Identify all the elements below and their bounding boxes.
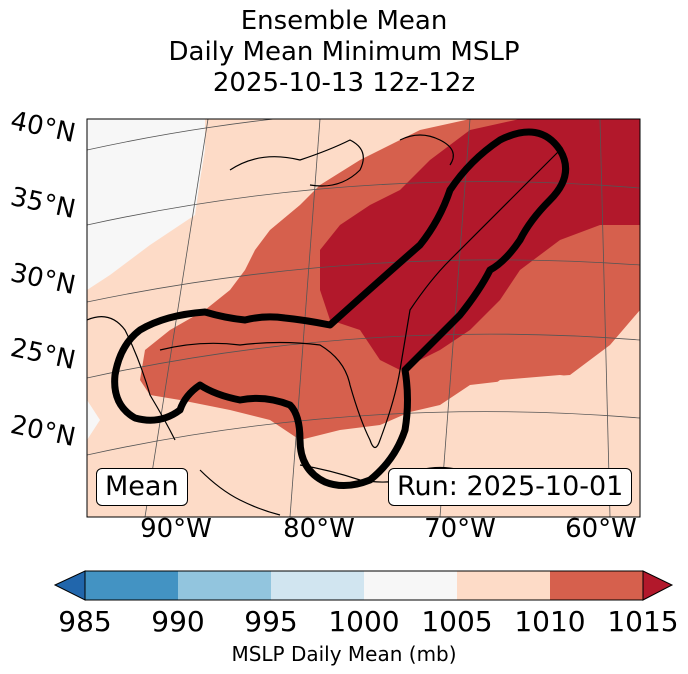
colorbar-tick-1005: 1005 [421,605,493,638]
title-line-3: 2025-10-13 12z-12z [212,68,476,98]
colorbar-tick-1010: 1010 [514,605,586,638]
colorbar-extend-high [642,570,674,601]
colorbar-tick-1000: 1000 [328,605,400,638]
colorbar-tick-995: 995 [244,605,298,638]
lon-label-80: 80°W [283,514,355,544]
colorbar-label: MSLP Daily Mean (mb) [231,642,457,666]
lon-label-60: 60°W [565,514,637,544]
run-date-box: Run: 2025-10-01 [388,468,633,506]
lon-label-70: 70°W [424,514,496,544]
colorbar-tick-1015: 1015 [607,605,679,638]
colorbar-tick-990: 990 [151,605,205,638]
lon-label-90: 90°W [140,514,212,544]
colorbar-bin-1005-1010 [457,571,550,600]
contour-outline [111,128,570,489]
colorbar-bin-1000-1005 [364,571,457,600]
mean-label-box: Mean [96,468,188,506]
map-area [87,119,640,517]
colorbar-bin-990-995 [178,571,271,600]
field-1000-south [87,400,100,440]
coastlines [87,134,561,516]
colorbar-bin-1010-1015 [550,571,643,600]
colorbar [53,570,674,601]
field-1000 [87,119,205,290]
colorbar-extend-low [53,570,86,601]
colorbar-bin-995-1000 [271,571,364,600]
chart-title: Ensemble Mean Daily Mean Minimum MSLP 20… [0,6,688,99]
colorbar-bin-985-990 [85,571,178,600]
colorbar-tick-985: 985 [58,605,112,638]
map-frame [86,118,641,518]
colorbar-frame [84,570,644,601]
title-line-1: Ensemble Mean [240,6,448,36]
title-line-2: Daily Mean Minimum MSLP [168,37,520,67]
